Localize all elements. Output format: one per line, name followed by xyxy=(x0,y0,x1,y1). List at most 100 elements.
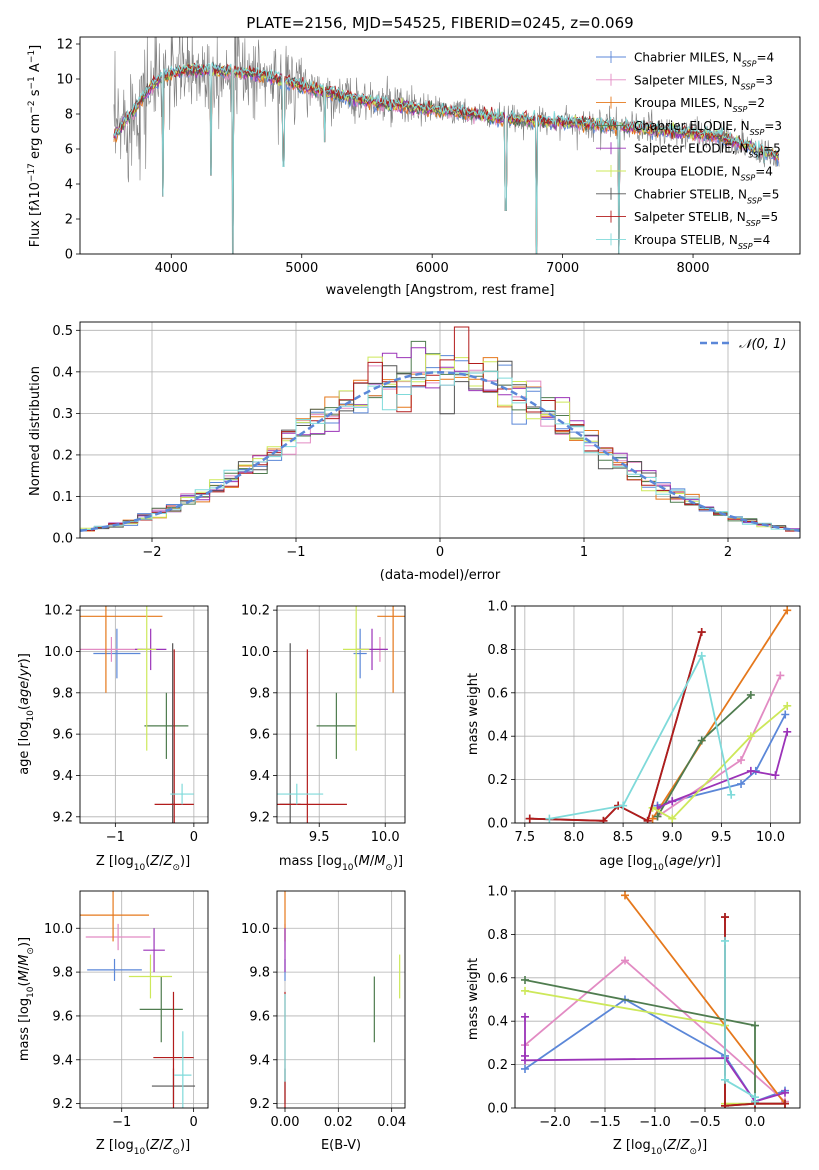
mass-weight-marker xyxy=(783,701,792,710)
legend-label: Salpeter ELODIE, NSSP=5 xyxy=(634,142,781,160)
x-tick-label: −2 xyxy=(142,545,161,560)
x-tick-label: 9.5 xyxy=(711,830,732,845)
plot-area xyxy=(277,606,405,823)
mass-weight-marker xyxy=(737,756,746,765)
error-bar-point xyxy=(85,923,151,951)
legend-label: Kroupa STELIB, NSSP=4 xyxy=(634,233,770,251)
error-bar-point xyxy=(80,891,150,942)
y-tick-label: 9.6 xyxy=(249,728,270,743)
y-tick-label: 10.0 xyxy=(241,645,270,660)
spectrum-legend: Chabrier MILES, NSSP=4 Salpeter MILES, NS… xyxy=(596,51,782,251)
y-tick-label: 9.4 xyxy=(249,1053,270,1068)
legend-label: Salpeter MILES, NSSP=3 xyxy=(634,73,773,91)
y-tick-label: 0 xyxy=(65,248,73,263)
weight-vs-age-xlabel: age [log10(age/yr)] xyxy=(599,854,721,873)
y-tick-label: 9.4 xyxy=(52,769,73,784)
grid-lines xyxy=(277,891,405,1108)
mass-weight-marker xyxy=(545,814,554,823)
mass-weight-marker xyxy=(783,606,792,615)
residual-panel: −2 −1 0 1 2 0.0 0.1 0.2 0.3 0.4 0.5 (data-model)/e… xyxy=(28,321,801,583)
x-tick-label: −1 xyxy=(106,830,125,845)
x-tick-label: 0.04 xyxy=(377,1115,406,1130)
gaussian-legend-label: 𝒩(0, 1) xyxy=(739,337,786,352)
plot-area xyxy=(284,891,401,1108)
x-tick-label: 0.02 xyxy=(324,1115,353,1130)
y-tick-label: 12 xyxy=(56,38,73,53)
y-tick-label: 6 xyxy=(65,143,73,158)
mass-vs-ebv-xlabel: E(B-V) xyxy=(321,1138,361,1153)
mass-weight-line xyxy=(529,631,703,823)
weight-vs-Z-panel: −2.0 −1.5 −1.0 −0.5 0.0 0.0 0.2 0.4 0.6 0.8 1.0 Z … xyxy=(466,885,801,1157)
mass-weight-marker xyxy=(727,790,736,799)
y-tick-label: 0.1 xyxy=(52,490,73,505)
mass-weight-marker xyxy=(697,651,706,660)
mass-weight-marker xyxy=(521,986,529,995)
y-tick-label: 0.0 xyxy=(487,1102,508,1117)
mass-weight-marker xyxy=(751,1097,759,1106)
mass-weight-marker xyxy=(643,816,652,823)
y-tick-label: 4 xyxy=(65,178,73,193)
plot-frame xyxy=(276,890,406,1109)
mass-weight-marker xyxy=(721,1075,729,1084)
model-spectrum-line xyxy=(113,64,780,254)
x-tick-label: 2 xyxy=(724,545,732,560)
x-tick-label: 10.0 xyxy=(756,830,785,845)
mass-weight-marker xyxy=(599,816,608,823)
mass-vs-ebv-panel: 0.00 0.02 0.04 9.2 9.4 9.6 9.8 10.0 E(B-V) xyxy=(241,890,406,1153)
plot-frame xyxy=(79,890,209,1109)
y-tick-label: 10 xyxy=(56,73,73,88)
y-tick-label: 0.8 xyxy=(487,928,508,943)
gaussian-reference-curve xyxy=(80,371,800,532)
spectrum-plot: 4000 5000 6000 7000 8000 0 2 4 6 8 10 12 xyxy=(56,36,801,276)
mass-weight-marker xyxy=(781,710,790,719)
plot-frame xyxy=(79,321,801,539)
error-bar-point xyxy=(377,606,405,693)
plot-frame xyxy=(514,605,801,824)
weight-vs-Z-xlabel: Z [log10(Z/Z⊙)] xyxy=(613,1138,707,1157)
mass-weight-marker xyxy=(781,1099,789,1108)
age-vs-Z-ylabel: age [log10(age/yr)] xyxy=(17,653,36,775)
plot-area xyxy=(521,891,789,1108)
error-bar-point xyxy=(87,958,142,981)
mass-weight-marker xyxy=(697,628,706,637)
error-bar-point xyxy=(174,1031,192,1108)
y-tick-label: 10.2 xyxy=(44,604,73,619)
x-tick-label: 6000 xyxy=(416,261,449,276)
x-tick-label: 1 xyxy=(580,545,588,560)
error-bar-point xyxy=(80,637,143,662)
y-tick-label: 9.4 xyxy=(249,769,270,784)
y-tick-label: 9.8 xyxy=(249,966,270,981)
weight-vs-age-panel: 7.5 8.0 8.5 9.0 9.5 10.0 0.0 0.2 0.4 0.6 0.8 1.0 ag… xyxy=(466,600,801,873)
x-tick-label: 9.5 xyxy=(309,830,330,845)
x-tick-label: −2.0 xyxy=(539,1115,571,1130)
x-tick-label: −1 xyxy=(286,545,305,560)
x-tick-label: −1 xyxy=(112,1115,131,1130)
x-tick-label: 7.5 xyxy=(514,830,535,845)
x-tick-label: 8.0 xyxy=(564,830,585,845)
y-tick-label: 9.2 xyxy=(52,1097,73,1112)
y-tick-label: 0.2 xyxy=(52,448,73,463)
y-tick-label: 9.2 xyxy=(249,1097,270,1112)
mass-vs-Z-panel: −1 0 9.2 9.4 9.6 9.8 10.0 Z [log10(Z/Z⊙)] mass… xyxy=(17,890,209,1157)
x-tick-label: 7000 xyxy=(546,261,579,276)
weight-vs-age-ylabel: mass weight xyxy=(466,673,481,755)
error-bar-point xyxy=(353,628,367,679)
mass-weight-line xyxy=(656,675,782,818)
spectrum-title: PLATE=2156, MJD=54525, FIBERID=0245, z=0… xyxy=(246,14,633,32)
age-vs-mass-panel: 9.5 10.0 9.2 9.4 9.6 9.8 10.0 10.2 mass [log10(… xyxy=(241,604,406,873)
mass-weight-marker xyxy=(653,812,662,821)
y-tick-label: 9.4 xyxy=(52,1053,73,1068)
mass-weight-marker xyxy=(776,671,785,680)
error-bar-point xyxy=(277,649,347,823)
x-tick-label: 0 xyxy=(190,830,198,845)
residual-xlabel: (data-model)/error xyxy=(380,568,501,583)
model-spectrum-line xyxy=(113,62,780,254)
y-tick-label: 0.5 xyxy=(52,324,73,339)
y-tick-label: 10.0 xyxy=(44,645,73,660)
x-tick-label: 10.0 xyxy=(371,830,400,845)
mass-weight-marker xyxy=(721,913,729,922)
legend-label: Chabrier MILES, NSSP=4 xyxy=(634,51,774,69)
mass-weight-marker xyxy=(619,801,628,810)
legend-label: Chabrier STELIB, NSSP=5 xyxy=(634,187,779,205)
spectrum-panel: PLATE=2156, MJD=54525, FIBERID=0245, z=0… xyxy=(27,14,801,298)
